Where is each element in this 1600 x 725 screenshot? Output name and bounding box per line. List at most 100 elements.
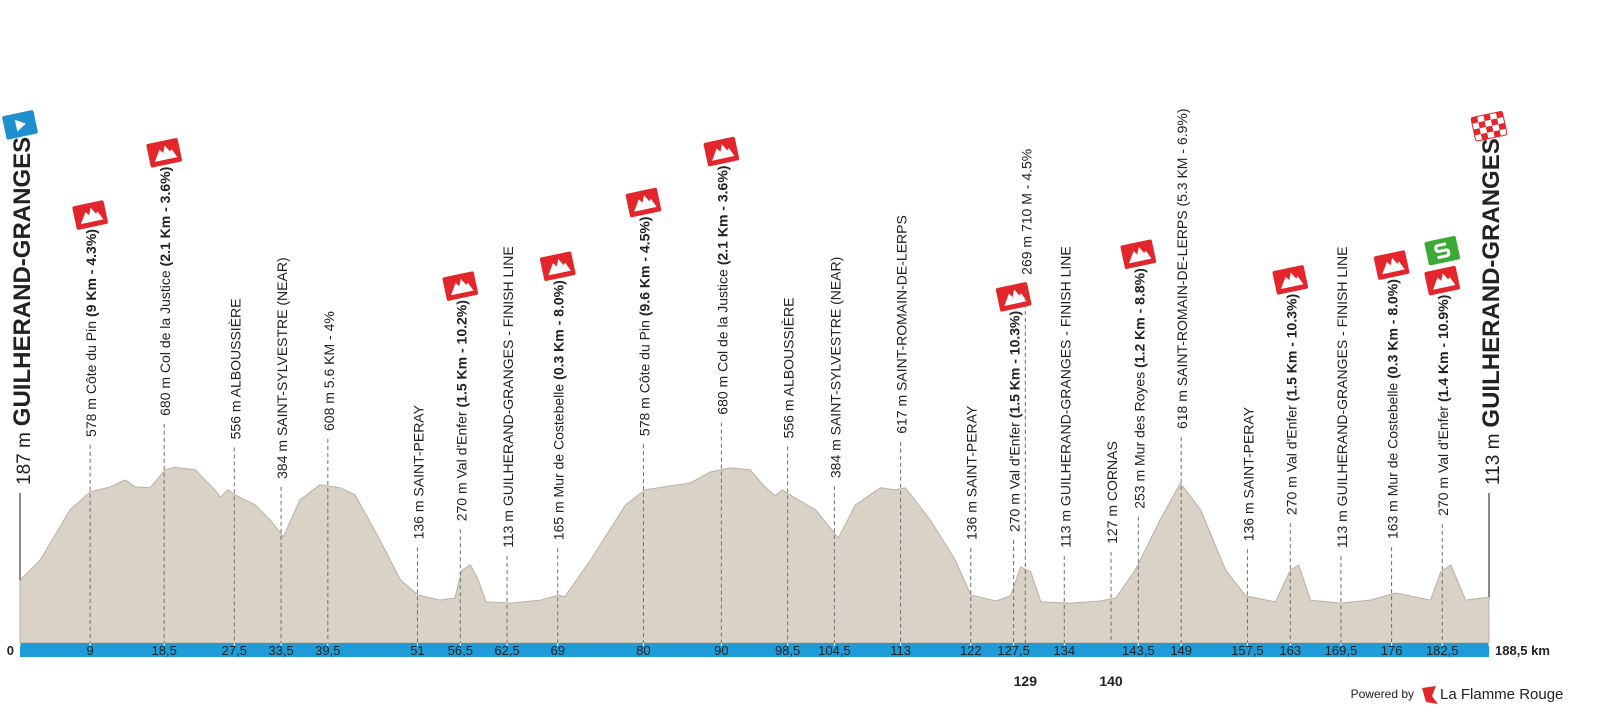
- annotation-label: 136 m SAINT-PERAY: [410, 404, 426, 539]
- climb-icon: [995, 282, 1032, 312]
- annotation-detail: (1.5 Km - 10.3%): [1007, 311, 1023, 418]
- climb-icon: [1272, 265, 1309, 295]
- climb-icon: [146, 138, 182, 168]
- icon-mountain: [1432, 273, 1456, 290]
- icon-check: [1480, 132, 1489, 140]
- x-tick-label: 157,5: [1231, 643, 1264, 658]
- annotation-text: 617 m SAINT-ROMAIN-DE-LERPS: [894, 215, 910, 434]
- x-tick-label: 62,5: [494, 643, 519, 658]
- annotation-text: 163 m Mur de Costebelle: [1385, 382, 1401, 539]
- x-tick-label: 80: [636, 643, 650, 658]
- climb-icon: [625, 187, 662, 218]
- annotation-text: 270 m Val d'Enfer: [1435, 406, 1451, 516]
- annotation-label: 270 m Val d'Enfer (1.5 Km - 10.2%): [453, 300, 469, 521]
- annotation-text: 680 m Col de la Justice: [714, 269, 730, 415]
- icon-mountain: [548, 258, 571, 276]
- climb-icon: [1424, 265, 1461, 296]
- x-tick-label: 56,5: [448, 643, 473, 658]
- annotation-text: 384 m SAINT-SYLVESTRE (NEAR): [274, 257, 290, 478]
- annotation-label: 680 m Col de la Justice (2.1 Km - 3.6%): [714, 166, 730, 415]
- icon-arrow: [14, 119, 26, 132]
- climb-icon: [703, 136, 740, 167]
- icon-mountain: [80, 207, 104, 225]
- annotation-text: 113 m GUILHERAND-GRANGES - FINISH LINE: [1334, 246, 1350, 548]
- annotation-detail: (1.2 Km - 8.8%): [1131, 268, 1147, 368]
- annotation-text: 269 m 710 M - 4.5%: [1018, 149, 1034, 275]
- start-icon: [2, 110, 38, 140]
- sprint-icon: [1424, 235, 1461, 266]
- annotation-detail: (0.3 Km - 8.0%): [1385, 279, 1401, 379]
- annotation-detail: (0.3 Km - 8.0%): [551, 280, 567, 380]
- x-tick-label-below: 140: [1099, 673, 1123, 689]
- x-tick-label: 18,5: [152, 643, 177, 658]
- annotation-label: 680 m Col de la Justice (2.1 Km - 3.6%): [157, 167, 173, 416]
- icon-mountain: [451, 278, 474, 296]
- annotation-text: 270 m Val d'Enfer: [453, 411, 469, 521]
- annotation-detail: (1.5 Km - 10.2%): [453, 300, 469, 407]
- x-tick-label: 9: [87, 643, 94, 658]
- icon-check: [1490, 118, 1499, 126]
- annotation-detail: (2.1 Km - 3.6%): [714, 166, 730, 266]
- finish-icon: [1470, 111, 1508, 142]
- annotation-label: 136 m SAINT-PERAY: [1240, 406, 1256, 541]
- annotation-label: 269 m 710 M - 4.5%: [1018, 149, 1034, 275]
- x-tick-label: 113: [890, 643, 911, 658]
- icon-check: [1485, 125, 1494, 133]
- climb-icon: [1120, 239, 1157, 269]
- icon-s: [1434, 242, 1451, 260]
- annotation-label: 270 m Val d'Enfer (1.5 Km - 10.3%): [1283, 294, 1299, 515]
- annotation-text: 578 m Côte du Pin: [636, 320, 652, 436]
- x-tick-label: 188,5 km: [1495, 643, 1550, 658]
- climb-icon: [442, 271, 479, 301]
- climb-icon: [72, 200, 108, 230]
- annotation-text: 270 m Val d'Enfer: [1007, 422, 1023, 532]
- brand: La Flamme Rouge: [1440, 686, 1563, 703]
- climb-icon: [539, 251, 576, 281]
- credit: Powered by: [1351, 687, 1414, 701]
- climb-icon: [1373, 250, 1410, 280]
- x-tick-label: 169,5: [1325, 643, 1358, 658]
- annotation-text: 384 m SAINT-SYLVESTRE (NEAR): [827, 257, 843, 478]
- annotation-text: 187 m: [14, 432, 35, 485]
- icon-mountain: [1129, 246, 1152, 264]
- annotation-label: 163 m Mur de Costebelle (0.3 Km - 8.0%): [1385, 279, 1401, 539]
- annotation-text: 270 m Val d'Enfer: [1283, 405, 1299, 515]
- annotation-label: 253 m Mur des Royes (1.2 Km - 8.8%): [1131, 268, 1147, 509]
- x-tick-label: 182,5: [1426, 643, 1459, 658]
- annotation-text: 165 m Mur de Costebelle: [551, 384, 567, 541]
- x-tick-label: 134: [1053, 643, 1075, 658]
- annotation-text: 136 m SAINT-PERAY: [410, 404, 426, 539]
- icon-mountain: [712, 144, 735, 161]
- annotation-label: 556 m ALBOUSSIÈRE: [781, 298, 797, 439]
- annotation-text: 578 m Côte du Pin: [83, 321, 99, 437]
- annotation-text: 113 m: [1483, 434, 1504, 485]
- annotation-text: 113 m GUILHERAND-GRANGES - FINISH LINE: [1057, 246, 1073, 548]
- annotation-label: 618 m SAINT-ROMAIN-DE-LERPS (5.3 KM - 6.…: [1174, 109, 1190, 430]
- annotation-detail: (1.4 Km - 10.9%): [1435, 295, 1451, 402]
- annotation-text: 618 m SAINT-ROMAIN-DE-LERPS (5.3 KM - 6.…: [1174, 109, 1190, 430]
- annotation-label: 113 m GUILHERAND-GRANGES: [1478, 138, 1505, 485]
- x-tick-label-below: 129: [1014, 673, 1038, 689]
- annotation-label: 556 m ALBOUSSIÈRE: [227, 299, 243, 440]
- x-tick-label: 149: [1170, 643, 1192, 658]
- annotation-label: 578 m Côte du Pin (9.6 Km - 4.5%): [636, 217, 652, 437]
- x-tick-label: 33,5: [268, 643, 293, 658]
- icon-check: [1493, 130, 1501, 138]
- icon-mountain: [1280, 272, 1304, 290]
- annotation-text: 127 m CORNAS: [1104, 441, 1120, 544]
- icon-mountain: [154, 145, 178, 162]
- annotation-label: 384 m SAINT-SYLVESTRE (NEAR): [274, 257, 290, 478]
- x-tick-label: 90: [714, 643, 728, 658]
- annotation-detail: GUILHERAND-GRANGES: [9, 137, 36, 426]
- annotation-label: 113 m GUILHERAND-GRANGES - FINISH LINE: [500, 246, 516, 548]
- x-tick-label: 176: [1381, 643, 1403, 658]
- x-tick-label: 69: [550, 643, 564, 658]
- annotation-detail: (1.5 Km - 10.3%): [1283, 294, 1299, 401]
- annotation-detail: (9 Km - 4.3%): [83, 229, 99, 317]
- annotation-detail: GUILHERAND-GRANGES: [1478, 138, 1505, 427]
- x-tick-label: 98,5: [775, 643, 800, 658]
- annotation-label: 270 m Val d'Enfer (1.4 Km - 10.9%): [1435, 295, 1451, 516]
- annotation-text: 556 m ALBOUSSIÈRE: [227, 299, 243, 440]
